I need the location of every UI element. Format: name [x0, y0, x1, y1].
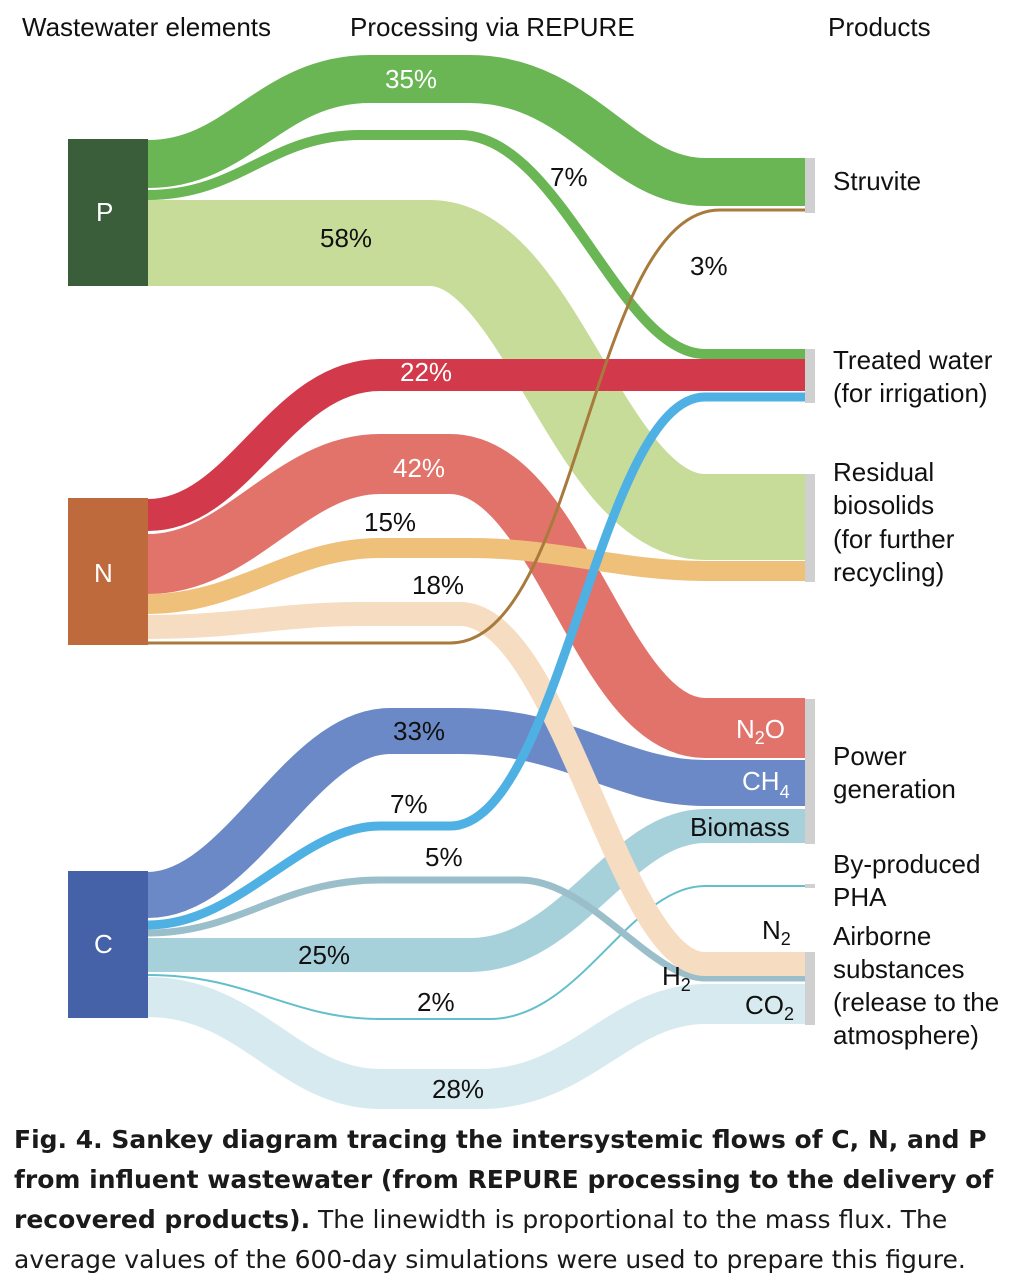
- flow-n-struvite: [148, 208, 805, 645]
- flow-n-n2: [147, 602, 805, 976]
- product-label-pha-2: PHA: [833, 882, 887, 912]
- flow-label-c-ch4: 33%: [393, 716, 445, 746]
- product-label-biosolids-4: recycling): [833, 557, 944, 587]
- product-label-power-2: generation: [833, 774, 956, 804]
- element-box-n: [68, 498, 148, 645]
- product-label-biosolids-3: (for further: [833, 524, 955, 554]
- product-bar-pha: [805, 884, 815, 888]
- product-bar-biosolids: [805, 474, 815, 582]
- product-bar-struvite: [805, 158, 815, 213]
- flow-label-n-water: 22%: [400, 357, 452, 387]
- product-label-water-1: Treated water: [833, 345, 993, 375]
- flow-n-treated-water: [146, 359, 805, 531]
- product-label-biosolids-1: Residual: [833, 457, 934, 487]
- caption-bold: Fig. 4. Sankey diagram tracing the inter…: [14, 1125, 994, 1234]
- product-bar-airborne: [805, 952, 815, 1025]
- product-label-airborne-2: substances: [833, 954, 965, 984]
- flow-label-n-struvite: 3%: [690, 251, 728, 281]
- flow-label-c-co2: 28%: [432, 1074, 484, 1104]
- flow-label-c-pha: 2%: [417, 987, 455, 1017]
- flow-label-p-water: 7%: [550, 162, 588, 192]
- flow-label-c-water: 7%: [390, 789, 428, 819]
- caption-normal: The linewidth is proportional to the mas…: [14, 1205, 966, 1274]
- flow-label-p-biosolids: 58%: [320, 223, 372, 253]
- flow-c-h2: [147, 876, 805, 982]
- flow-label-n-n2: 18%: [412, 570, 464, 600]
- flow-c-treated-water: [147, 392, 805, 930]
- label-co2: CO2: [745, 990, 794, 1024]
- figure-caption: Fig. 4. Sankey diagram tracing the inter…: [14, 1120, 1022, 1280]
- element-box-p: [68, 139, 148, 286]
- flow-label-n-biosolids: 15%: [364, 507, 416, 537]
- label-h2: H2: [662, 961, 691, 995]
- flow-n-biosolids: [147, 538, 805, 614]
- element-label-p: P: [96, 197, 113, 227]
- flow-p-struvite: [146, 55, 805, 206]
- flow-c-ch4: [146, 708, 805, 918]
- header-products: Products: [828, 12, 931, 42]
- header-wastewater-elements: Wastewater elements: [22, 12, 271, 42]
- element-label-c: C: [94, 929, 113, 959]
- flow-n-n2o: [146, 434, 805, 758]
- flow-label-c-h2: 5%: [425, 842, 463, 872]
- product-bar-power: [805, 699, 815, 844]
- element-label-n: N: [94, 558, 113, 588]
- flow-c-biomass: [148, 809, 805, 972]
- flow-p-treated-water: [147, 130, 805, 359]
- flow-label-n-n2o: 42%: [393, 453, 445, 483]
- product-bar-treated-water: [805, 349, 815, 403]
- element-box-c: [68, 871, 148, 1018]
- header-processing: Processing via REPURE: [350, 12, 635, 42]
- flow-c-co2: [147, 977, 805, 1109]
- product-label-struvite: Struvite: [833, 166, 921, 196]
- flow-label-c-biomass: 25%: [298, 940, 350, 970]
- product-label-power-1: Power: [833, 741, 907, 771]
- label-n2o: N2O: [736, 714, 785, 748]
- sankey-diagram: Wastewater elements Processing via REPUR…: [22, 12, 999, 1109]
- product-label-biosolids-2: biosolids: [833, 490, 934, 520]
- product-label-airborne-1: Airborne: [833, 921, 931, 951]
- label-ch4: CH4: [742, 766, 790, 802]
- label-n2: N2: [762, 915, 791, 949]
- product-label-water-2: (for irrigation): [833, 378, 988, 408]
- product-label-airborne-4: atmosphere): [833, 1020, 979, 1050]
- product-label-airborne-3: (release to the: [833, 987, 999, 1017]
- label-biomass: Biomass: [690, 812, 790, 842]
- product-label-pha-1: By-produced: [833, 849, 980, 879]
- flow-label-p-struvite: 35%: [385, 64, 437, 94]
